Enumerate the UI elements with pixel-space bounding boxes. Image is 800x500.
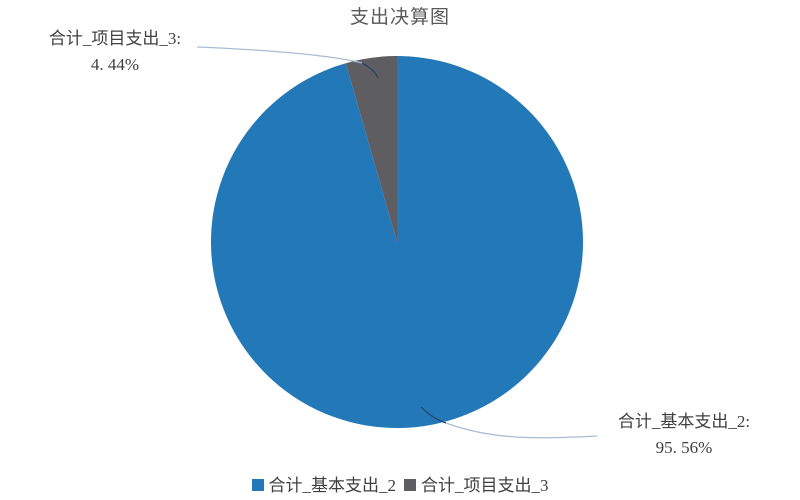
legend-item-project-expenditure[interactable]: 合计_项目支出_3 — [404, 471, 549, 496]
leader-line-gray-inner — [361, 62, 379, 79]
legend-swatch-blue-icon — [251, 478, 264, 491]
leader-lines — [196, 46, 598, 439]
legend-label: 合计_项目支出_3 — [421, 476, 549, 495]
legend-label: 合计_基本支出_2 — [268, 476, 397, 495]
chart-title: 支出决算图 — [349, 7, 450, 28]
leader-line-gray-outer — [196, 46, 363, 64]
leader-line-blue-inner — [420, 406, 447, 424]
pie-slices — [210, 55, 583, 428]
legend-item-basic-expenditure[interactable]: 合计_基本支出_2 — [251, 471, 397, 496]
data-label-percent: 95. 56% — [655, 438, 713, 457]
pie-slice-合计_基本支出_2[interactable] — [210, 56, 583, 428]
data-label-percent: 4. 44% — [90, 55, 140, 74]
data-label-category: 合计_项目支出_3: — [48, 29, 182, 48]
data-label-category: 合计_基本支出_2: — [617, 412, 751, 431]
leader-line-blue-outer — [445, 422, 598, 439]
pie-slice-合计_项目支出_3[interactable] — [345, 55, 397, 242]
data-label-project-expenditure: 合计_项目支出_3: 4. 44% — [28, 26, 202, 78]
legend-swatch-gray-icon — [404, 478, 416, 491]
data-label-basic-expenditure: 合计_基本支出_2: 95. 56% — [596, 409, 772, 461]
chart-legend: 合计_基本支出_2 合计_项目支出_3 — [0, 471, 800, 496]
